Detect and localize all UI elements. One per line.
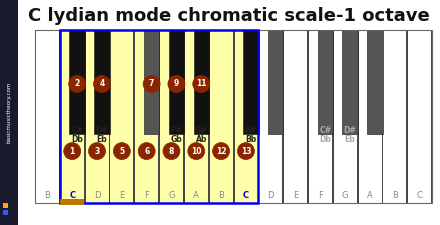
Text: 2: 2 — [74, 79, 80, 88]
Bar — [60, 30, 257, 203]
Circle shape — [238, 143, 254, 160]
Text: Eb: Eb — [345, 135, 356, 144]
Text: Gb: Gb — [171, 135, 182, 144]
Bar — [70, 30, 85, 134]
Text: C#: C# — [71, 126, 83, 135]
Bar — [134, 30, 158, 203]
Text: Db: Db — [71, 135, 83, 144]
Bar — [35, 30, 59, 203]
Text: 9: 9 — [174, 79, 179, 88]
Bar — [407, 30, 431, 203]
Circle shape — [193, 75, 210, 92]
Bar — [194, 30, 209, 134]
Text: C lydian mode chromatic scale-1 octave: C lydian mode chromatic scale-1 octave — [28, 7, 430, 25]
Bar — [209, 30, 233, 203]
Bar — [60, 199, 84, 205]
Text: C: C — [417, 191, 422, 200]
Bar — [35, 30, 432, 203]
Text: 8: 8 — [169, 147, 174, 156]
Circle shape — [163, 143, 180, 160]
Bar — [342, 30, 358, 134]
Text: A: A — [367, 191, 373, 200]
Text: 12: 12 — [216, 147, 226, 156]
Circle shape — [114, 143, 130, 160]
Text: E: E — [293, 191, 298, 200]
Bar — [144, 30, 159, 134]
Text: A#: A# — [245, 126, 257, 135]
Circle shape — [188, 143, 205, 160]
Circle shape — [143, 75, 160, 92]
Text: G: G — [168, 191, 175, 200]
Bar — [94, 30, 110, 134]
Text: 7: 7 — [149, 79, 154, 88]
Text: B: B — [44, 191, 50, 200]
Text: D: D — [94, 191, 100, 200]
Text: B: B — [392, 191, 398, 200]
Bar — [243, 30, 259, 134]
Text: 4: 4 — [99, 79, 105, 88]
Text: C#: C# — [319, 126, 331, 135]
Bar — [333, 30, 357, 203]
Bar — [169, 30, 184, 134]
Bar — [84, 30, 109, 203]
Bar — [258, 30, 282, 203]
Text: Bb: Bb — [245, 135, 257, 144]
Text: F: F — [318, 191, 323, 200]
Text: Eb: Eb — [97, 135, 107, 144]
Bar — [234, 30, 257, 203]
Circle shape — [138, 143, 155, 160]
Text: 10: 10 — [191, 147, 202, 156]
Bar — [268, 30, 283, 134]
Text: 11: 11 — [196, 79, 206, 88]
Circle shape — [93, 75, 110, 92]
Text: 13: 13 — [241, 147, 251, 156]
Bar — [367, 30, 383, 134]
Circle shape — [213, 143, 230, 160]
Text: Db: Db — [319, 135, 331, 144]
Text: 1: 1 — [70, 147, 75, 156]
Bar — [3, 203, 8, 208]
Bar — [159, 30, 183, 203]
Bar — [60, 30, 84, 203]
Circle shape — [88, 143, 106, 160]
Text: E: E — [119, 191, 125, 200]
Text: C: C — [69, 191, 75, 200]
Text: G: G — [342, 191, 348, 200]
Bar — [0, 0, 18, 225]
Bar — [382, 30, 407, 203]
Text: G#: G# — [195, 126, 208, 135]
Bar — [184, 30, 208, 203]
Bar — [318, 30, 333, 134]
Text: basicmusictheory.com: basicmusictheory.com — [7, 82, 11, 143]
Text: D: D — [268, 191, 274, 200]
Text: F#: F# — [171, 126, 182, 135]
Circle shape — [69, 75, 86, 92]
Text: Ab: Ab — [195, 135, 207, 144]
Text: A: A — [194, 191, 199, 200]
Circle shape — [168, 75, 185, 92]
Bar — [358, 30, 381, 203]
Bar — [3, 210, 8, 215]
Text: 5: 5 — [119, 147, 125, 156]
Bar — [283, 30, 307, 203]
Bar — [110, 30, 133, 203]
Text: D#: D# — [95, 126, 108, 135]
Text: 3: 3 — [95, 147, 99, 156]
Bar — [308, 30, 332, 203]
Text: B: B — [218, 191, 224, 200]
Text: 6: 6 — [144, 147, 149, 156]
Text: C: C — [243, 191, 249, 200]
Text: F: F — [144, 191, 149, 200]
Text: D#: D# — [344, 126, 356, 135]
Circle shape — [64, 143, 81, 160]
